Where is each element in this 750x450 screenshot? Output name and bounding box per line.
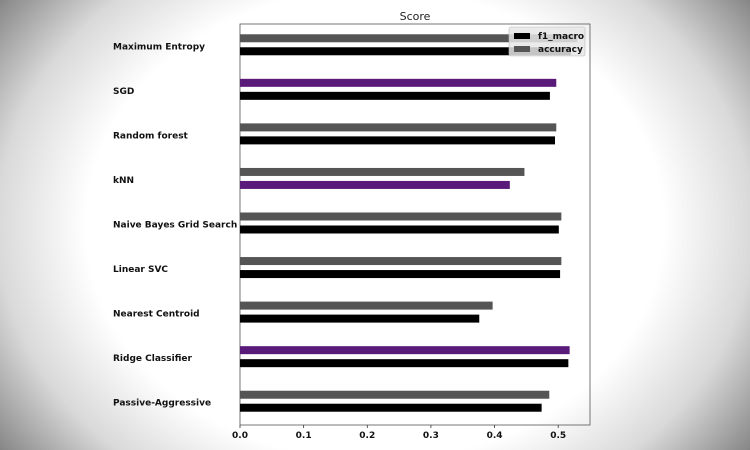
bar-accuracy: [240, 123, 557, 132]
category-label: Ridge Classifier: [113, 354, 192, 364]
category-label: Passive-Aggressive: [113, 399, 211, 409]
bar-f1-macro: [240, 91, 550, 100]
x-tick-label: 0.3: [423, 431, 439, 441]
legend-swatch: [514, 46, 530, 52]
bar-accuracy: [240, 390, 550, 399]
category-label: kNN: [113, 176, 134, 186]
chart-title: Score: [400, 10, 431, 23]
bar-f1-macro: [240, 225, 559, 234]
bar-accuracy: [240, 34, 578, 43]
x-tick-label: 0.5: [550, 431, 566, 441]
legend-label: accuracy: [538, 45, 583, 55]
bar-accuracy: [240, 78, 557, 87]
bar-accuracy: [240, 346, 570, 355]
category-label: SGD: [113, 87, 134, 97]
category-label: Random forest: [113, 131, 189, 141]
bar-f1-macro: [240, 136, 555, 145]
bar-accuracy: [240, 212, 562, 221]
x-tick-label: 0.4: [487, 431, 503, 441]
bar-accuracy: [240, 257, 562, 266]
bar-f1-macro: [240, 314, 480, 323]
x-tick-label: 0.1: [296, 431, 312, 441]
bar-f1-macro: [240, 47, 571, 56]
x-tick-label: 0.2: [359, 431, 375, 441]
x-tick-label: 0.0: [232, 431, 248, 441]
legend: f1_macro accuracy: [508, 26, 586, 57]
category-label: Nearest Centroid: [113, 310, 200, 320]
bar-f1-macro: [240, 180, 510, 189]
bar-f1-macro: [240, 270, 561, 279]
legend-swatch: [514, 33, 530, 39]
bar-accuracy: [240, 167, 525, 176]
category-label: Naive Bayes Grid Search: [113, 221, 237, 231]
bar-accuracy: [240, 301, 493, 310]
bar-f1-macro: [240, 359, 569, 368]
plot-area: 0.0 0.1 0.2 0.3 0.4 0.5 Maximum Entropy SGD Rand…: [113, 23, 591, 441]
legend-label: f1_macro: [538, 32, 584, 42]
bar-f1-macro: [240, 403, 542, 412]
category-label: Maximum Entropy: [113, 42, 205, 52]
category-label: Linear SVC: [113, 265, 168, 275]
plot-frame: [239, 23, 591, 426]
